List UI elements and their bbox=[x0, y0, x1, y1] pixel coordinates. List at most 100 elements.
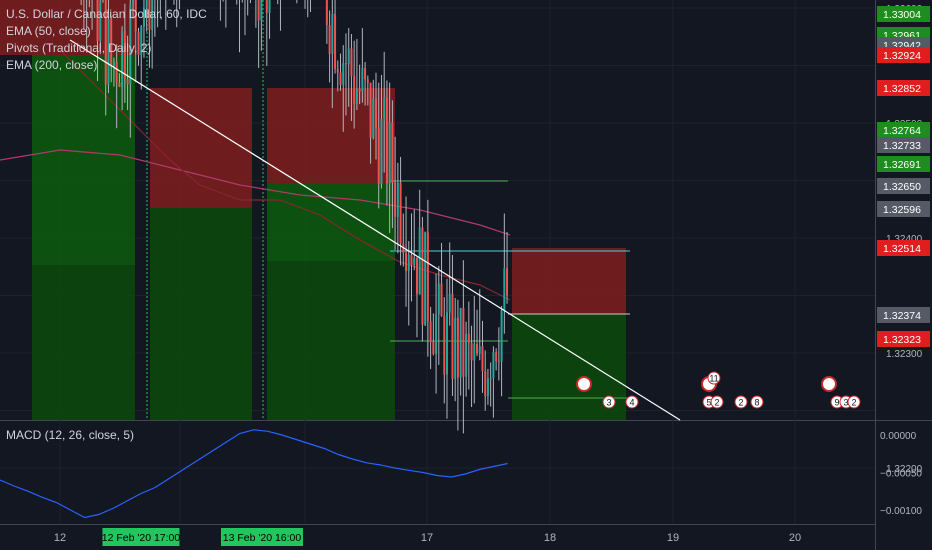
candle-body bbox=[437, 283, 440, 315]
macd-legend[interactable]: MACD (12, 26, close, 5) bbox=[6, 428, 135, 442]
macd-tick-label: −0.00100 bbox=[880, 506, 922, 517]
price-label-box bbox=[877, 201, 930, 217]
price-label-box bbox=[877, 307, 930, 323]
event-count-label: 3 bbox=[843, 398, 848, 408]
price-label-box bbox=[877, 178, 930, 194]
candle-body bbox=[123, 31, 126, 80]
candle-body bbox=[145, 0, 148, 8]
candle-body bbox=[440, 283, 443, 316]
time-axis-label: 19 bbox=[667, 532, 679, 544]
event-count-label: 9 bbox=[834, 398, 839, 408]
candle-body bbox=[364, 67, 367, 80]
candle-body bbox=[467, 333, 470, 343]
macd-tick-label: 0.00000 bbox=[880, 431, 917, 442]
time-highlight-box bbox=[102, 528, 180, 546]
candle-body bbox=[344, 63, 347, 65]
candle-body bbox=[325, 0, 328, 26]
candle-body bbox=[107, 19, 110, 85]
price-label: 1.32323 bbox=[883, 334, 921, 346]
candle-body bbox=[418, 227, 421, 295]
candle-body bbox=[429, 321, 432, 342]
candle-body bbox=[448, 293, 451, 313]
price-label: 1.32691 bbox=[883, 159, 921, 171]
price-label-box bbox=[877, 156, 930, 172]
candle-body bbox=[465, 333, 468, 377]
ema50-line bbox=[59, 49, 511, 301]
price-label: 1.32733 bbox=[883, 140, 921, 152]
candle-body bbox=[104, 0, 107, 85]
symbol-title[interactable]: U.S. Dollar / Canadian Dollar, 60, IDC bbox=[6, 7, 207, 21]
candle-body bbox=[350, 48, 353, 77]
candle-body bbox=[396, 182, 399, 217]
candle-body bbox=[132, 0, 135, 4]
candle-body bbox=[407, 254, 410, 271]
candle-body bbox=[383, 97, 386, 120]
price-label-box bbox=[877, 80, 930, 96]
candle-body bbox=[486, 378, 489, 397]
price-label-box bbox=[877, 331, 930, 347]
macd-line bbox=[0, 429, 508, 519]
price-label: 1.32764 bbox=[883, 125, 921, 137]
candle-body bbox=[470, 342, 473, 361]
price-label: 1.32374 bbox=[883, 310, 921, 322]
pivots-legend[interactable]: Pivots (Traditional, Daily, 2) bbox=[6, 41, 152, 55]
candle-body bbox=[265, 0, 268, 13]
price-label-box bbox=[877, 240, 930, 256]
position-box-4 bbox=[150, 208, 252, 420]
candle-body bbox=[481, 346, 484, 372]
event-count-badge bbox=[707, 371, 721, 385]
time-axis-label: 17 bbox=[421, 532, 433, 544]
price-label: 1.32596 bbox=[883, 204, 921, 216]
candle-body bbox=[484, 371, 487, 397]
candle-body bbox=[391, 122, 394, 183]
candle-body bbox=[413, 257, 416, 265]
candle-body bbox=[257, 0, 260, 21]
candle-body bbox=[110, 19, 113, 67]
candle-body bbox=[473, 343, 476, 361]
candle-body bbox=[456, 317, 459, 378]
position-box-1 bbox=[32, 55, 135, 265]
event-count-badge bbox=[734, 395, 748, 409]
candle-body bbox=[134, 0, 137, 32]
event-count-badge bbox=[602, 395, 616, 409]
candle-body bbox=[415, 257, 418, 295]
price-tick-label: 1.32300 bbox=[886, 349, 923, 360]
candle-body bbox=[421, 227, 424, 325]
candle-body bbox=[443, 315, 446, 375]
candle-body bbox=[118, 82, 121, 88]
candle-body bbox=[334, 13, 337, 69]
candle-body bbox=[445, 312, 448, 375]
ema50-legend[interactable]: EMA (50, close) bbox=[6, 24, 91, 38]
candle-body bbox=[497, 361, 500, 363]
candle-body bbox=[399, 182, 402, 244]
price-tick-label: 1.32200 bbox=[886, 464, 923, 475]
event-count-label: 2 bbox=[851, 398, 856, 408]
candle-body bbox=[506, 268, 509, 296]
price-label-box bbox=[877, 47, 930, 63]
ema200-line bbox=[0, 149, 511, 236]
candle-body bbox=[339, 72, 342, 85]
time-axis-label: 18 bbox=[544, 532, 556, 544]
candle-body bbox=[366, 79, 369, 83]
candle-body bbox=[500, 310, 503, 362]
event-count-label: 11 bbox=[709, 374, 718, 384]
candle-body bbox=[336, 68, 339, 73]
position-box-7 bbox=[267, 261, 395, 420]
time-axis-label: 20 bbox=[789, 532, 801, 544]
candle-body bbox=[102, 0, 105, 1]
time-highlight-box bbox=[221, 528, 303, 546]
event-count-badge bbox=[750, 395, 764, 409]
candle-body bbox=[268, 0, 271, 13]
candle-body bbox=[375, 98, 378, 128]
event-count-label: 2 bbox=[714, 398, 719, 408]
candle-body bbox=[454, 317, 457, 379]
candle-body bbox=[426, 232, 429, 322]
event-flag-icon bbox=[821, 376, 837, 392]
event-count-badge bbox=[625, 395, 639, 409]
candle-body bbox=[489, 378, 492, 380]
ema200-legend[interactable]: EMA (200, close) bbox=[6, 58, 98, 72]
event-flag-icon bbox=[576, 376, 592, 392]
candle-body bbox=[410, 254, 413, 265]
position-box-0 bbox=[0, 0, 135, 55]
